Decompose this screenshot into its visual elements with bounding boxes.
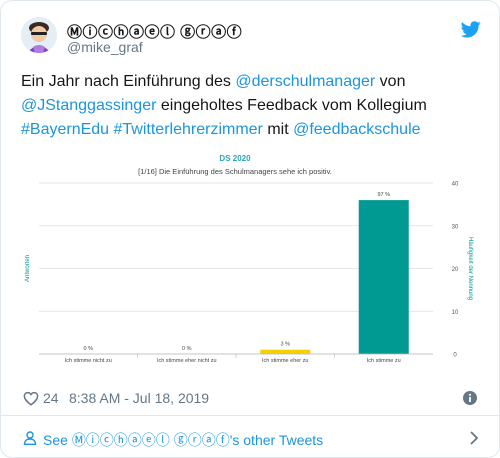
- tweet-text-segment: mit: [262, 121, 294, 138]
- y-axis-label-right: Häufigkeit der Nennung: [467, 237, 473, 300]
- chart-bar: [260, 349, 311, 354]
- timestamp[interactable]: 8:38 AM - Jul 18, 2019: [69, 390, 210, 406]
- y-tick-label: 40: [452, 182, 459, 188]
- tweet-text-segment: Ein Jahr nach Einführung des: [21, 73, 236, 90]
- user-handle[interactable]: @mike_graf: [67, 39, 143, 55]
- bar-data-label: 0 %: [84, 346, 94, 352]
- tweet-text: Ein Jahr nach Einführung des @derschulma…: [21, 70, 481, 142]
- like-count[interactable]: 24: [43, 390, 59, 406]
- tweet-header: Ⓜⓘⓒⓗⓐⓔⓛ ⓖⓡⓐⓕ @mike_graf: [21, 17, 481, 61]
- x-tick-label: Ich stimme eher zu: [262, 358, 308, 364]
- chart-title: DS 2020: [219, 154, 251, 163]
- tweet-text-segment: eingeholtes Feedback vom Kollegium: [156, 97, 427, 114]
- y-tick-label: 10: [452, 310, 459, 316]
- x-tick-label: Ich stimme nicht zu: [65, 358, 112, 364]
- tweet-media-chart[interactable]: DS 2020 [1/16] Die Einführung des Schulma…: [21, 147, 481, 375]
- display-name[interactable]: Ⓜⓘⓒⓗⓐⓔⓛ ⓖⓡⓐⓕ: [67, 24, 243, 41]
- info-icon[interactable]: [463, 391, 477, 405]
- bar-data-label: 97 %: [377, 192, 390, 198]
- footer-see-label: See: [43, 432, 72, 448]
- footer-display-name: Ⓜⓘⓒⓗⓐⓔⓛ ⓖⓡⓐⓕ: [71, 432, 230, 448]
- x-tick-label: Ich stimme zu: [367, 358, 401, 364]
- see-other-tweets-link[interactable]: See Ⓜⓘⓒⓗⓐⓔⓛ ⓖⓡⓐⓕ's other Tweets: [1, 416, 499, 457]
- y-tick-label: 0: [453, 353, 457, 359]
- person-icon: [23, 431, 37, 445]
- mention-derschulmanager-link[interactable]: @derschulmanager: [235, 73, 376, 90]
- bar-data-label: 3 %: [281, 342, 291, 348]
- bar-chart: DS 2020 [1/16] Die Einführung des Schulma…: [25, 154, 473, 364]
- y-axis-label-left: Antworten: [25, 255, 31, 282]
- twitter-bird-icon[interactable]: [461, 21, 481, 38]
- chart-bar: [358, 200, 409, 354]
- bar-data-label: 0 %: [182, 346, 192, 352]
- chevron-right-icon: [470, 431, 479, 445]
- footer-suffix-label: 's other Tweets: [229, 432, 324, 448]
- y-tick-label: 30: [452, 224, 459, 230]
- y-tick-label: 20: [452, 267, 459, 273]
- hashtag-twitterlehrerzimmer-link[interactable]: #Twitterlehrerzimmer: [113, 121, 263, 138]
- see-other-tweets-text[interactable]: See Ⓜⓘⓒⓗⓐⓔⓛ ⓖⓡⓐⓕ's other Tweets: [43, 430, 323, 450]
- x-tick-label: Ich stimme eher nicht zu: [157, 358, 217, 364]
- avatar-image: [21, 17, 57, 53]
- mention-jstanggassinger-link[interactable]: @JStanggassinger: [21, 97, 157, 114]
- hashtag-bayernedu-link[interactable]: #BayernEdu: [21, 121, 110, 138]
- footer-divider: [1, 415, 499, 416]
- tweet-meta: 24 8:38 AM - Jul 18, 2019: [21, 389, 481, 409]
- avatar[interactable]: [21, 17, 57, 53]
- chart-subtitle: [1/16] Die Einführung des Schulmanagers …: [138, 167, 332, 176]
- tweet-text-segment: von: [375, 73, 406, 90]
- mention-feedbackschule-link[interactable]: @feedbackschule: [293, 121, 421, 138]
- heart-icon[interactable]: [23, 391, 39, 406]
